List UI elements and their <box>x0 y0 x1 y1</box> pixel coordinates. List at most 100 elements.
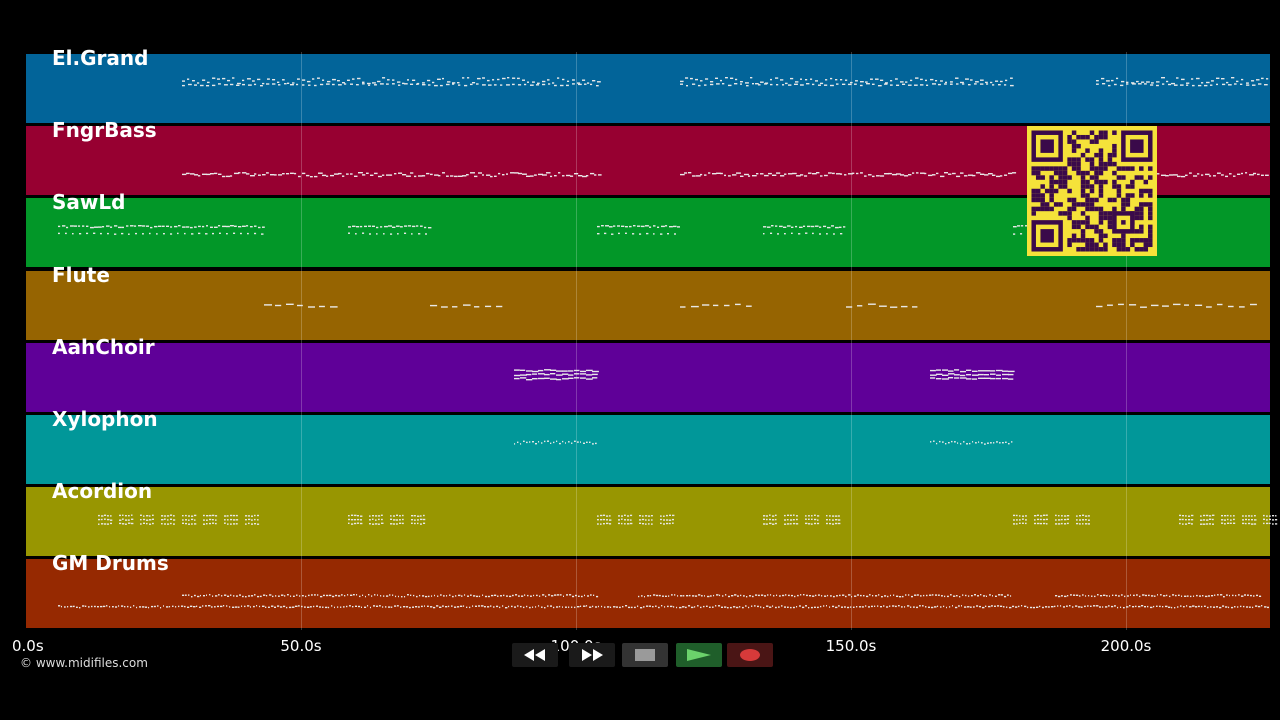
note <box>568 377 574 379</box>
qr-module <box>1103 134 1108 140</box>
note <box>506 595 508 597</box>
qr-module <box>1139 229 1144 234</box>
note <box>1221 78 1225 80</box>
note <box>680 173 685 176</box>
note <box>597 233 600 235</box>
rewind-button[interactable] <box>512 643 558 667</box>
note <box>1004 595 1007 598</box>
note <box>896 84 900 86</box>
note <box>367 605 369 607</box>
qr-module <box>1098 148 1104 153</box>
note <box>771 225 774 227</box>
note <box>212 522 215 524</box>
note <box>538 377 545 380</box>
note <box>100 605 103 608</box>
note <box>999 442 1001 444</box>
note <box>400 226 403 228</box>
qr-module <box>1139 238 1144 243</box>
note <box>796 175 801 177</box>
note <box>796 606 798 608</box>
note <box>767 226 771 228</box>
qr-module <box>1103 211 1108 216</box>
note <box>1171 606 1173 609</box>
fast-forward-button[interactable] <box>569 643 615 667</box>
note <box>416 225 419 227</box>
note <box>1133 594 1135 597</box>
qr-module <box>1067 139 1072 144</box>
note <box>979 605 981 608</box>
note <box>1259 595 1262 597</box>
note <box>1079 519 1081 521</box>
note <box>251 519 253 521</box>
note <box>98 523 100 525</box>
note <box>769 522 772 525</box>
note <box>352 78 355 80</box>
qr-module <box>1080 247 1086 252</box>
note <box>1237 173 1241 175</box>
note <box>286 173 290 175</box>
note <box>832 515 835 517</box>
note <box>1200 515 1202 517</box>
note <box>1129 304 1137 306</box>
record-button[interactable] <box>727 643 773 667</box>
qr-module <box>1112 179 1117 185</box>
note <box>1206 81 1210 84</box>
note <box>735 78 738 81</box>
note <box>672 514 675 517</box>
note <box>226 605 228 607</box>
note <box>764 595 766 597</box>
note <box>1135 605 1137 608</box>
note <box>440 594 442 596</box>
note <box>542 80 546 83</box>
qr-module <box>1085 242 1090 248</box>
note <box>91 605 93 608</box>
note <box>660 233 663 235</box>
note <box>603 514 606 516</box>
note <box>230 225 234 227</box>
note <box>760 173 764 175</box>
note <box>150 226 153 229</box>
note <box>604 232 607 235</box>
qr-module <box>1125 193 1131 198</box>
note <box>520 443 522 445</box>
note <box>752 83 754 85</box>
note <box>645 519 647 521</box>
note <box>618 515 620 517</box>
note <box>490 605 492 607</box>
note <box>820 175 823 177</box>
note <box>651 519 653 521</box>
play-button[interactable] <box>676 643 722 667</box>
note <box>571 442 573 444</box>
note <box>586 374 593 376</box>
note <box>1191 519 1194 521</box>
note <box>532 441 534 443</box>
note <box>151 605 154 608</box>
qr-code[interactable] <box>1027 126 1157 256</box>
track-name: SawLd <box>52 190 126 214</box>
note <box>234 225 237 227</box>
note <box>1208 595 1210 597</box>
note <box>1184 595 1187 597</box>
note <box>203 595 205 597</box>
note <box>1063 606 1065 608</box>
note <box>671 594 673 596</box>
qr-module <box>1139 247 1144 252</box>
note <box>242 79 245 82</box>
note <box>556 378 562 381</box>
note <box>370 174 374 176</box>
note <box>1084 605 1086 608</box>
note <box>161 515 164 517</box>
note <box>434 594 435 597</box>
note <box>1043 522 1046 525</box>
track-lane: GM Drums <box>26 551 1270 628</box>
note <box>739 606 741 608</box>
note <box>422 84 426 86</box>
note <box>1188 522 1191 524</box>
note <box>350 83 353 85</box>
stop-button[interactable] <box>622 643 668 667</box>
note <box>715 77 718 79</box>
copyright-watermark: © www.midifiles.com <box>20 656 148 670</box>
note <box>758 84 761 86</box>
note <box>1242 515 1244 517</box>
note <box>517 441 519 443</box>
